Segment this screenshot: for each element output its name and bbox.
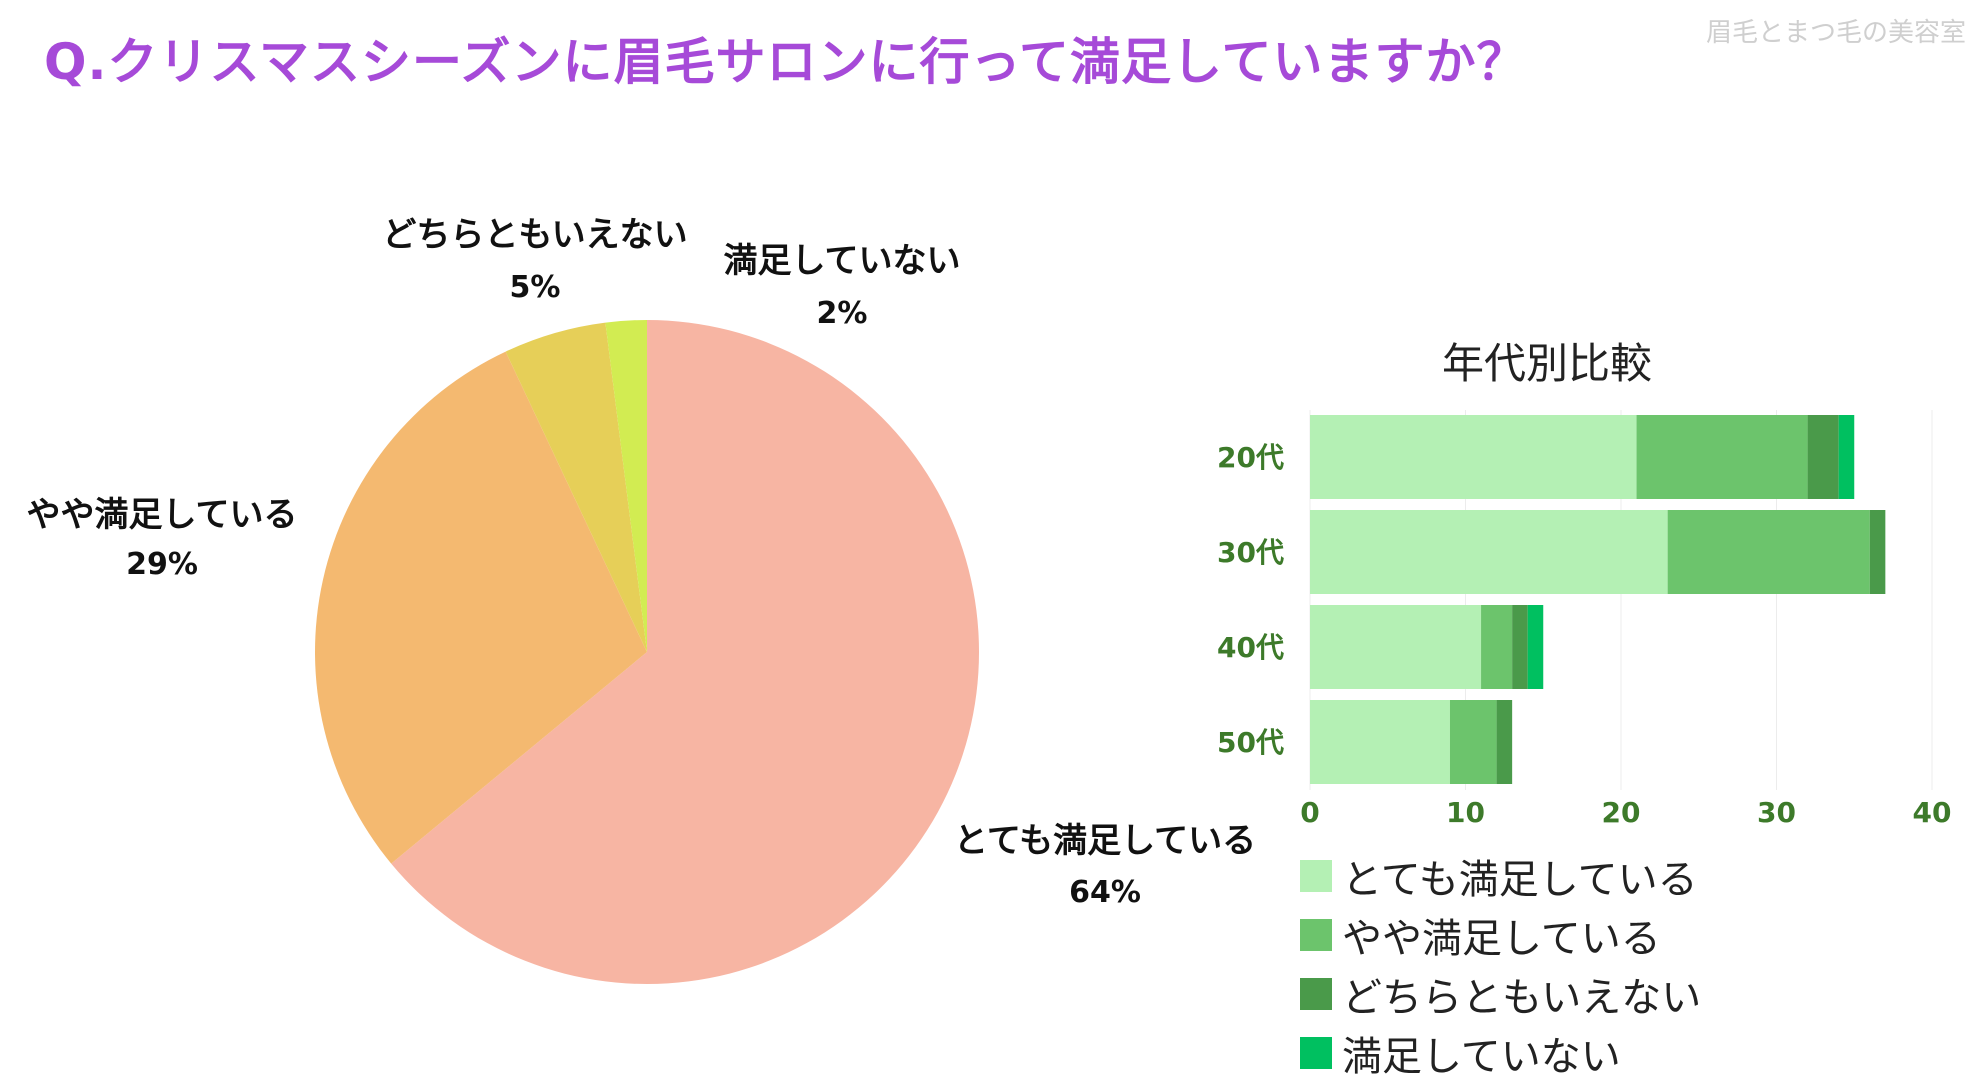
- bar-segment: [1496, 700, 1513, 784]
- legend-item: やや満足している: [1300, 905, 1701, 964]
- bar-segment: [1310, 510, 1668, 594]
- pie-slice-value-label: 5%: [510, 270, 561, 305]
- x-tick-label: 0: [1300, 796, 1319, 829]
- pie-slice-value-label: 2%: [817, 296, 868, 331]
- x-tick-label: 30: [1757, 796, 1796, 829]
- bar-legend: とても満足している やや満足している どちらともいえない 満足していない: [1300, 846, 1701, 1082]
- pie-slice-label: どちらともいえない: [382, 215, 687, 255]
- watermark: 眉毛とまつ毛の美容室: [1705, 18, 1966, 48]
- bar-segment: [1512, 605, 1528, 689]
- bar-segment: [1310, 605, 1482, 689]
- bar-segment: [1838, 415, 1855, 499]
- bar-segment: [1527, 605, 1544, 689]
- legend-item: 満足していない: [1300, 1023, 1701, 1082]
- x-tick-label: 10: [1446, 796, 1485, 829]
- bar-segment: [1310, 700, 1450, 784]
- x-tick-label: 40: [1913, 796, 1952, 829]
- pie-slice-label: とても満足している: [954, 821, 1256, 861]
- y-tick-label: 50代: [1217, 726, 1284, 759]
- legend-label: 満足していない: [1342, 1033, 1621, 1080]
- pie-slice: [605, 320, 647, 652]
- legend-label: とても満足している: [1342, 856, 1698, 903]
- y-tick-label: 30代: [1217, 536, 1284, 569]
- legend-swatch: [1300, 918, 1332, 951]
- bar-segment: [1667, 510, 1870, 594]
- bar-segment: [1481, 605, 1513, 689]
- legend-label: やや満足している: [1342, 915, 1661, 962]
- y-tick-label: 40代: [1217, 631, 1284, 664]
- page-title: Q.クリスマスシーズンに眉毛サロンに行って満足していますか？: [44, 33, 1528, 91]
- legend-item: どちらともいえない: [1300, 964, 1701, 1023]
- y-tick-label: 20代: [1217, 441, 1284, 474]
- legend-swatch: [1300, 859, 1332, 892]
- pie-slice: [505, 322, 647, 652]
- legend-swatch: [1300, 977, 1332, 1010]
- bar-segment: [1636, 415, 1808, 499]
- bar-segment: [1807, 415, 1839, 499]
- legend-item: とても満足している: [1300, 846, 1701, 905]
- pie-slice: [315, 351, 647, 864]
- pie-slice-value-label: 64%: [1069, 875, 1141, 910]
- pie-slice-value-label: 29%: [126, 547, 198, 582]
- bar-chart-title: 年代別比較: [1442, 339, 1652, 388]
- bar-segment: [1310, 415, 1637, 499]
- bar-segment: [1869, 510, 1886, 594]
- x-tick-label: 20: [1602, 796, 1641, 829]
- legend-label: どちらともいえない: [1342, 974, 1702, 1021]
- bar-segment: [1449, 700, 1497, 784]
- pie-slice: [391, 320, 980, 984]
- pie-slice-label: やや満足している: [27, 495, 298, 535]
- pie-slice-label: 満足していない: [724, 241, 961, 281]
- legend-swatch: [1300, 1036, 1332, 1069]
